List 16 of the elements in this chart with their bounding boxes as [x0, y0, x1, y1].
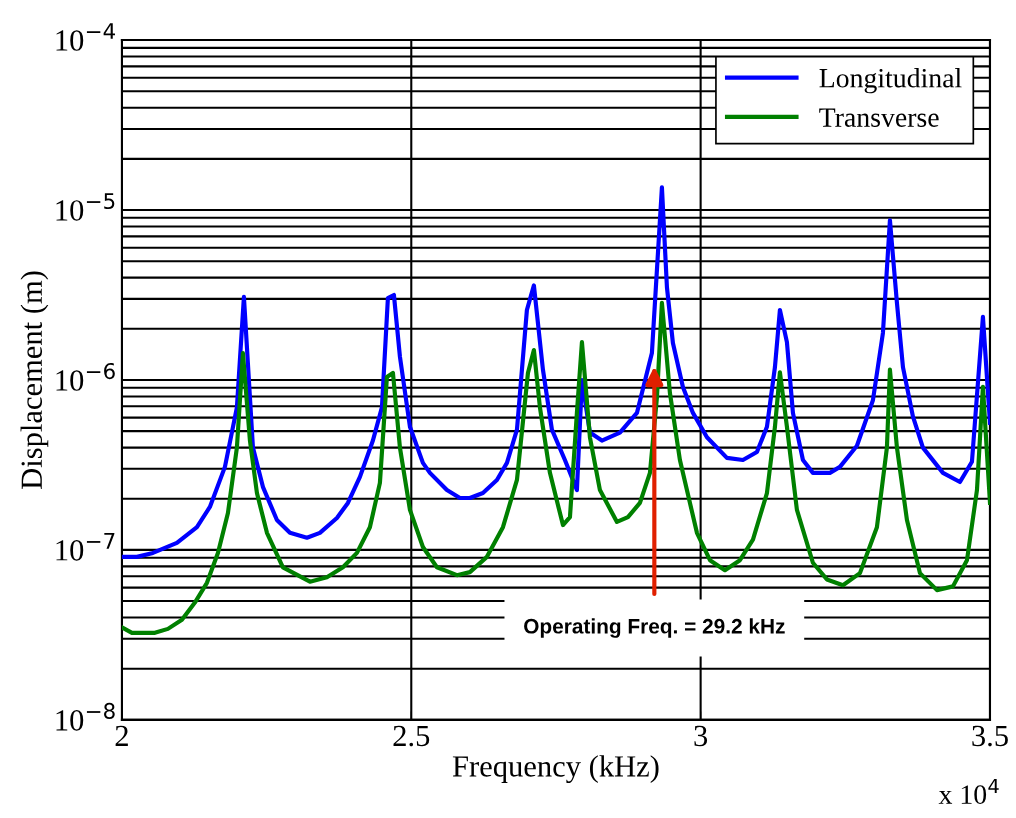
x-tick-label: 3 — [694, 725, 708, 747]
x-tick-label: 3.5 — [972, 725, 1008, 747]
y-tick-label: 10$^{−6}$ — [56, 362, 115, 391]
y-tick-label: 10$^{−7}$ — [56, 533, 115, 561]
x-tick-label: 2 — [115, 725, 128, 746]
annotation: Operating Freq. = 29.2 kHz — [524, 618, 785, 638]
x-axis-title: Frequency (kHz) — [452, 755, 659, 783]
y-axis-title: Displacement (m) — [20, 271, 49, 489]
y-tick-label: 10$^{−4}$ — [56, 23, 115, 51]
legend-label: Transverse — [819, 108, 939, 127]
line-series — [121, 185, 990, 559]
legend-label: Longitudinal — [819, 68, 962, 94]
text: x 10$^{4}$ — [938, 778, 999, 804]
y-tick-label: 10$^{−5}$ — [56, 193, 115, 221]
x-tick-label: 2.5 — [393, 725, 430, 747]
y-tick-label: 10$^{−8}$ — [56, 702, 115, 731]
